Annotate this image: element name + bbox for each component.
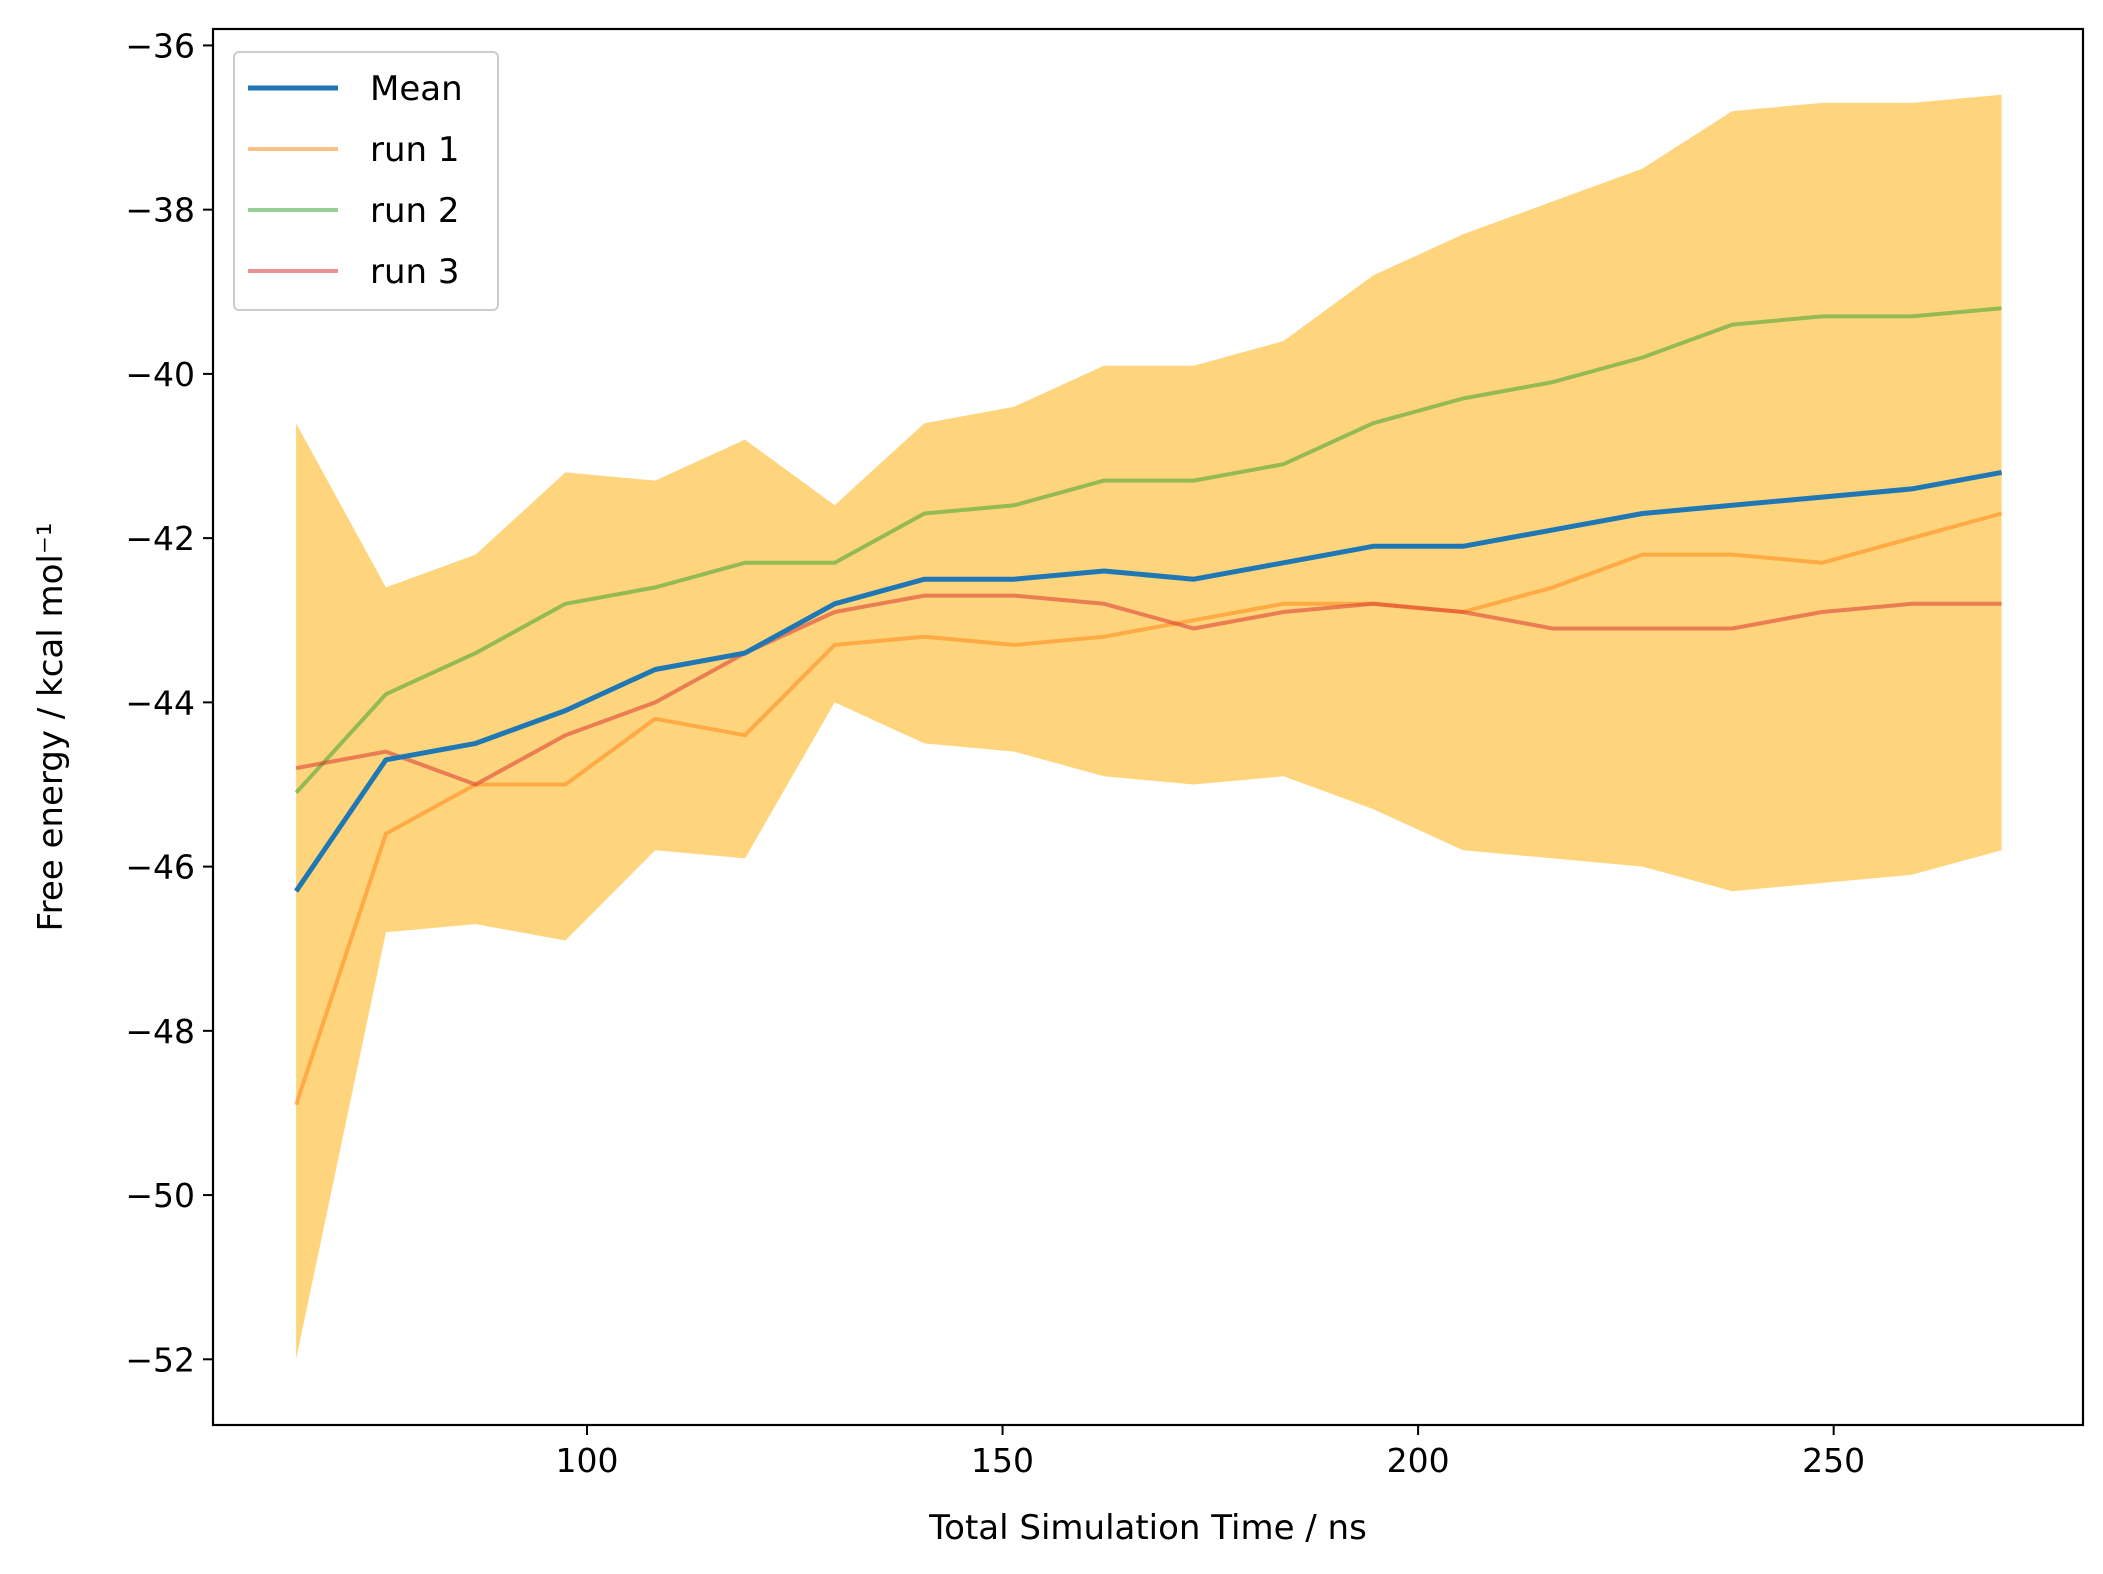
x-tick-label: 200 bbox=[1387, 1441, 1450, 1480]
legend-frame bbox=[233, 51, 499, 311]
plot-frame bbox=[211, 27, 2085, 1427]
y-tick-label: −46 bbox=[125, 848, 195, 887]
legend-label-run-1: run 1 bbox=[370, 130, 460, 170]
legend: Mean run 1 run 2 run 3 bbox=[233, 51, 499, 311]
legend-label-mean: Mean bbox=[370, 69, 463, 109]
x-tick-label: 100 bbox=[556, 1441, 619, 1480]
series-line-mean bbox=[294, 469, 2003, 893]
legend-label-run-2: run 2 bbox=[370, 191, 460, 231]
y-tick-label: −42 bbox=[125, 519, 195, 558]
confidence-band bbox=[296, 94, 2002, 1360]
y-axis-label: Free energy / kcal mol⁻¹ bbox=[31, 523, 71, 932]
y-tick-label: −38 bbox=[125, 191, 195, 230]
y-tick-label: −52 bbox=[125, 1340, 195, 1379]
y-tick-label: −40 bbox=[125, 355, 195, 394]
legend-items: Mean run 1 run 2 run 3 bbox=[248, 69, 463, 292]
series-line-run-2 bbox=[294, 306, 2002, 795]
confidence-band-layer bbox=[296, 94, 2002, 1360]
y-tick-label: −44 bbox=[125, 683, 195, 722]
x-axis-label: Total Simulation Time / ns bbox=[928, 1508, 1367, 1548]
x-axis: 100 150 200 250 bbox=[556, 1425, 1865, 1480]
y-axis: −52 −50 −48 −46 −44 −42 −40 −38 −36 bbox=[125, 26, 213, 1379]
y-tick-label: −48 bbox=[125, 1012, 195, 1051]
series-line-run-3 bbox=[295, 593, 2002, 787]
x-tick-label: 250 bbox=[1802, 1441, 1865, 1480]
series-layer bbox=[294, 306, 2003, 1106]
legend-label-run-3: run 3 bbox=[370, 252, 460, 292]
x-tick-label: 150 bbox=[971, 1441, 1034, 1480]
y-tick-label: −36 bbox=[125, 26, 195, 65]
series-line-run-1 bbox=[294, 511, 2003, 1106]
y-tick-label: −50 bbox=[125, 1176, 195, 1215]
